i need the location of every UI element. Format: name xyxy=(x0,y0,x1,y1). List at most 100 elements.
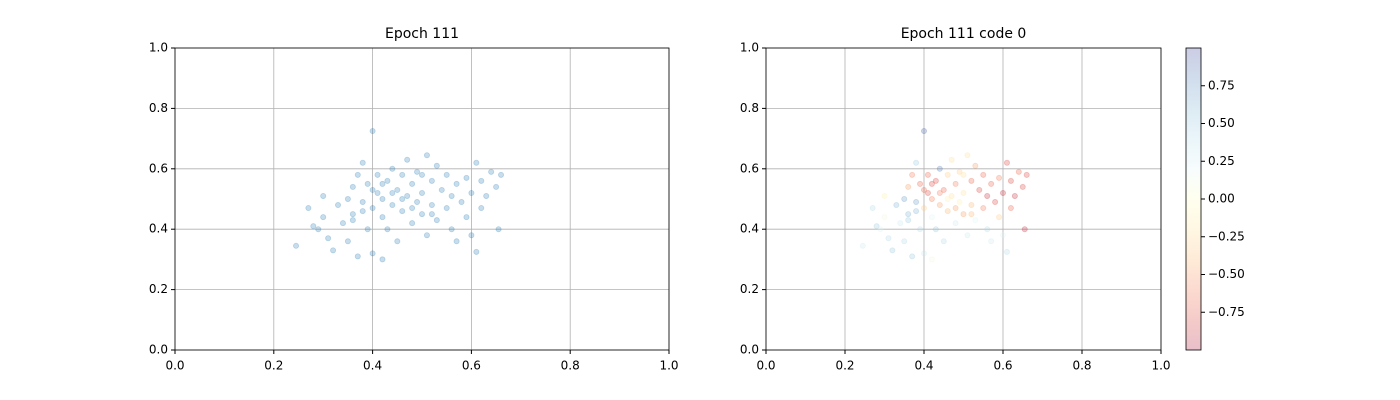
scatter-point xyxy=(468,189,475,196)
scatter-point xyxy=(399,171,406,178)
scatter-point xyxy=(379,195,386,202)
x-tick-label: 0.6 xyxy=(993,359,1012,373)
scatter-point xyxy=(1000,189,1007,196)
scatter-point xyxy=(909,171,916,178)
scatter-point xyxy=(932,226,939,233)
scatter-point xyxy=(473,248,480,255)
scatter-point xyxy=(374,189,381,196)
scatter-point xyxy=(944,195,951,202)
scatter-point xyxy=(359,159,366,166)
scatter-point xyxy=(448,226,455,233)
scatter-point xyxy=(964,152,971,159)
x-tick-label: 1.0 xyxy=(1151,359,1170,373)
scatter-point xyxy=(354,253,361,260)
scatter-point xyxy=(428,177,435,184)
scatter-point xyxy=(453,238,460,245)
scatter-point xyxy=(1015,168,1022,175)
scatter-point xyxy=(369,128,376,135)
scatter-point xyxy=(881,192,888,199)
scatter-point xyxy=(956,199,963,206)
colorbar-tick-label: 0.00 xyxy=(1208,192,1235,206)
scatter-point xyxy=(913,159,920,166)
scatter-point xyxy=(369,205,376,212)
scatter-point xyxy=(349,217,356,224)
scatter-point xyxy=(913,199,920,206)
scatter-point xyxy=(988,238,995,245)
scatter-point xyxy=(493,183,500,190)
scatter-point xyxy=(443,171,450,178)
scatter-point xyxy=(913,208,920,215)
scatter-point xyxy=(968,177,975,184)
y-tick-label: 0.2 xyxy=(149,282,168,296)
scatter-point xyxy=(495,226,502,233)
scatter-point xyxy=(881,214,888,221)
scatter-point xyxy=(448,192,455,199)
y-tick-label: 0.8 xyxy=(149,101,168,115)
scatter-point xyxy=(498,171,505,178)
scatter-point xyxy=(859,242,866,249)
scatter-point xyxy=(310,223,317,230)
scatter-point xyxy=(893,202,900,209)
colorbar-tick-label: −0.25 xyxy=(1208,229,1245,243)
scatter-point xyxy=(980,205,987,212)
colorbar-tick-label: 0.50 xyxy=(1208,116,1235,130)
scatter-point xyxy=(980,171,987,178)
scatter-point xyxy=(952,220,959,227)
scatter-point xyxy=(952,205,959,212)
scatter-point xyxy=(960,189,967,196)
axes-frame xyxy=(174,47,670,351)
colorbar-tick-label: −0.75 xyxy=(1208,305,1245,319)
scatter-point xyxy=(394,238,401,245)
scatter-point xyxy=(473,159,480,166)
scatter-point xyxy=(349,211,356,218)
scatter-point xyxy=(453,180,460,187)
scatter-point xyxy=(428,211,435,218)
y-tick-label: 0.0 xyxy=(149,343,168,357)
y-tick-label: 0.6 xyxy=(149,161,168,175)
scatter-point xyxy=(1023,171,1030,178)
scatter-point xyxy=(948,156,955,163)
x-tick-label: 0.8 xyxy=(1072,359,1091,373)
scatter-point xyxy=(320,192,327,199)
scatter-point xyxy=(944,208,951,215)
scatter-point xyxy=(1019,183,1026,190)
scatter-point xyxy=(418,189,425,196)
y-tick-label: 0.4 xyxy=(149,222,168,236)
scatter-point xyxy=(379,180,386,187)
y-tick-label: 0.4 xyxy=(740,222,759,236)
scatter-point xyxy=(433,162,440,169)
scatter-point xyxy=(944,171,951,178)
x-tick-label: 0.0 xyxy=(165,359,184,373)
scatter-point xyxy=(924,189,931,196)
scatter-point xyxy=(960,211,967,218)
scatter-point xyxy=(354,171,361,178)
scatter-point xyxy=(344,195,351,202)
scatter-point xyxy=(463,214,470,221)
scatter-point xyxy=(320,214,327,221)
x-tick-label: 0.0 xyxy=(756,359,775,373)
x-tick-label: 0.2 xyxy=(264,359,283,373)
scatter-point xyxy=(936,202,943,209)
x-tick-label: 0.4 xyxy=(363,359,382,373)
scatter-point xyxy=(917,226,924,233)
scatter-point xyxy=(418,171,425,178)
scatter-point xyxy=(483,192,490,199)
axes-frame xyxy=(765,47,1162,351)
scatter-point xyxy=(885,235,892,242)
scatter-point xyxy=(433,217,440,224)
scatter-point xyxy=(468,232,475,239)
scatter-point xyxy=(404,192,411,199)
scatter-point xyxy=(921,186,928,193)
scatter-point xyxy=(1007,177,1014,184)
y-tick-label: 0.2 xyxy=(740,282,759,296)
colorbar xyxy=(1185,47,1202,351)
scatter-point xyxy=(423,152,430,159)
scatter-point xyxy=(423,232,430,239)
scatter-point xyxy=(928,180,935,187)
scatter-point xyxy=(414,168,421,175)
scatter-point xyxy=(364,180,371,187)
scatter-point xyxy=(379,256,386,263)
scatter-point xyxy=(928,214,935,221)
scatter-point xyxy=(928,195,935,202)
